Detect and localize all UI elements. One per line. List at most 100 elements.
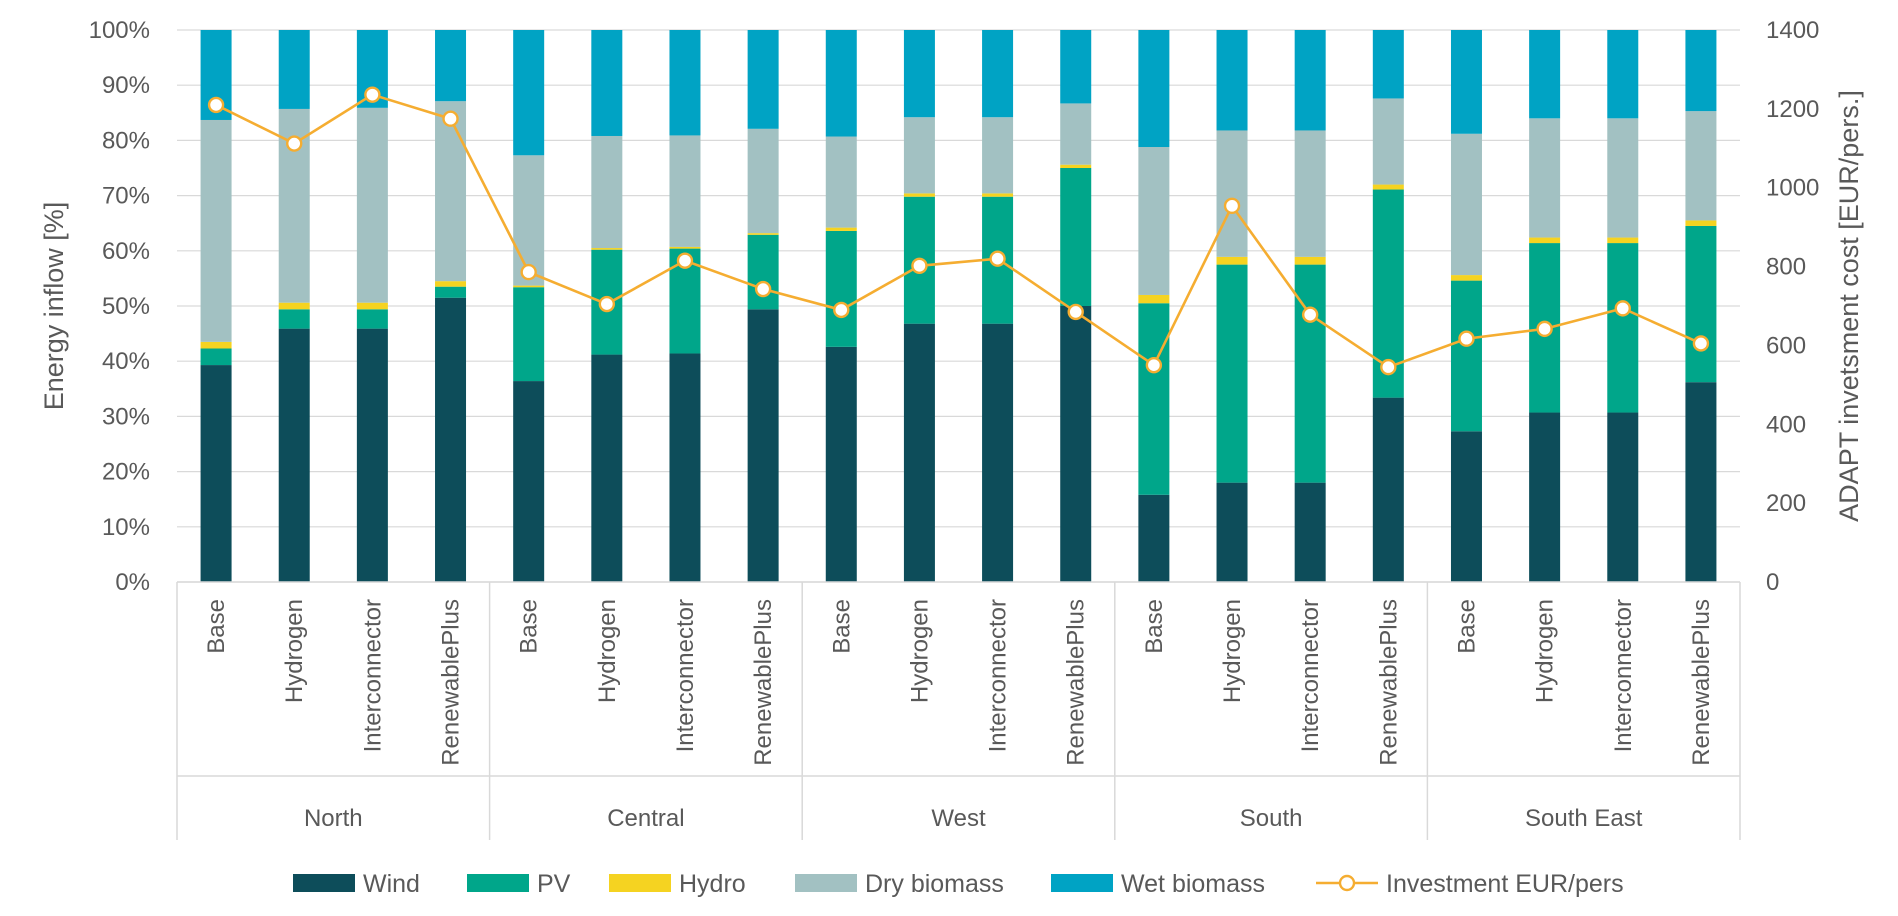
bar-segment-wind bbox=[1685, 382, 1717, 582]
x-tick-label: Hydrogen bbox=[1219, 599, 1246, 703]
y2-axis-title: ADAPT invetsment cost [EUR/pers.] bbox=[1834, 90, 1864, 522]
bar-segment-pv bbox=[1138, 303, 1170, 495]
y2-tick-label: 200 bbox=[1766, 490, 1806, 517]
bar-segment-wind bbox=[435, 297, 467, 582]
bar-segment-pv bbox=[513, 287, 545, 382]
bar-segment-wind bbox=[1138, 494, 1170, 582]
bar-segment-wind bbox=[1372, 397, 1404, 582]
x-tick-label: Base bbox=[516, 599, 543, 654]
legend-swatch-hydro bbox=[609, 874, 671, 892]
investment-point bbox=[442, 110, 459, 127]
y2-tick-label: 1200 bbox=[1766, 96, 1819, 123]
group-label: South bbox=[1240, 805, 1303, 832]
bar-segment-pv bbox=[747, 234, 779, 310]
x-tick-label: RenewablePlus bbox=[750, 599, 777, 766]
bar-segment-hydro bbox=[1529, 237, 1561, 244]
bar-segment-dry-biomass bbox=[825, 136, 857, 228]
bar-segment-wind bbox=[1450, 431, 1482, 582]
investment-point bbox=[1223, 197, 1241, 215]
y2-tick-label: 0 bbox=[1766, 569, 1779, 596]
bar-segment-pv bbox=[1450, 280, 1482, 432]
x-tick-label: Hydrogen bbox=[1532, 599, 1559, 703]
y2-tick-label: 1400 bbox=[1766, 17, 1819, 44]
bar-segment-dry-biomass bbox=[1685, 111, 1717, 221]
bar-segment-wet-biomass bbox=[513, 30, 545, 156]
legend-marker-investment bbox=[1338, 874, 1356, 892]
bar-segment-dry-biomass bbox=[1372, 98, 1404, 185]
y2-tick-label: 600 bbox=[1766, 332, 1806, 359]
bar-segment-wet-biomass bbox=[278, 30, 310, 109]
bar-segment-hydro bbox=[1060, 164, 1092, 168]
bar-segment-hydro bbox=[356, 302, 388, 310]
bar-segment-wind bbox=[1216, 482, 1248, 582]
x-tick-label: Base bbox=[1141, 599, 1168, 654]
bar-segment-dry-biomass bbox=[1138, 147, 1170, 295]
bar-segment-dry-biomass bbox=[1450, 133, 1482, 276]
bar-segment-dry-biomass bbox=[1294, 130, 1326, 257]
legend-swatch-wet-biomass bbox=[1051, 874, 1113, 892]
bar-segment-pv bbox=[435, 286, 467, 298]
bar-segment-wet-biomass bbox=[669, 30, 701, 136]
bar-segment-wet-biomass bbox=[591, 30, 623, 136]
bar-segment-wet-biomass bbox=[747, 30, 779, 129]
x-tick-label: Interconnector bbox=[1610, 599, 1637, 752]
bar-segment-wind bbox=[1529, 412, 1561, 582]
group-label: West bbox=[931, 805, 986, 832]
y-tick-label: 80% bbox=[102, 127, 150, 154]
bar-segment-wind bbox=[1060, 306, 1092, 582]
investment-point bbox=[676, 252, 694, 269]
bar-segment-wet-biomass bbox=[825, 30, 857, 137]
bar-segment-hydro bbox=[1450, 275, 1482, 281]
bar-segment-dry-biomass bbox=[356, 107, 388, 303]
x-tick-label: RenewablePlus bbox=[438, 599, 465, 766]
bar-segment-wet-biomass bbox=[1607, 30, 1639, 119]
bar-segment-hydro bbox=[1294, 256, 1326, 265]
investment-point bbox=[207, 96, 225, 114]
investment-point bbox=[1380, 358, 1397, 376]
investment-point bbox=[911, 257, 928, 274]
y-tick-label: 60% bbox=[102, 238, 150, 265]
y-tick-label: 10% bbox=[102, 514, 150, 541]
investment-point bbox=[364, 86, 381, 103]
investment-point bbox=[598, 295, 616, 313]
bar-segment-hydro bbox=[747, 233, 779, 235]
bar-segment-hydro bbox=[1607, 237, 1639, 244]
bar-segment-pv bbox=[1294, 264, 1326, 483]
bar-segment-pv bbox=[1685, 225, 1717, 383]
y-axis-title: Energy inflow [%] bbox=[39, 202, 69, 411]
x-tick-label: RenewablePlus bbox=[1375, 599, 1402, 766]
x-tick-label: Base bbox=[828, 599, 855, 654]
y-tick-label: 70% bbox=[102, 183, 150, 210]
bar-segment-wet-biomass bbox=[1450, 30, 1482, 134]
investment-point bbox=[1614, 300, 1631, 317]
bar-segment-pv bbox=[825, 230, 857, 347]
bar-segment-hydro bbox=[669, 246, 701, 249]
legend-label-hydro: Hydro bbox=[679, 870, 746, 898]
bar-segment-pv bbox=[278, 309, 310, 329]
bar-segment-hydro bbox=[982, 193, 1014, 197]
bar-segment-wet-biomass bbox=[1529, 30, 1561, 119]
x-tick-label: RenewablePlus bbox=[1063, 599, 1090, 766]
legend-swatch-wind bbox=[293, 874, 355, 892]
bar-segment-wet-biomass bbox=[903, 30, 935, 118]
bar-segment-wind bbox=[669, 353, 701, 582]
y-tick-label: 40% bbox=[102, 348, 150, 375]
bar-segment-dry-biomass bbox=[669, 135, 701, 247]
x-tick-label: Interconnector bbox=[672, 599, 699, 752]
bar-segment-wind bbox=[825, 346, 857, 582]
bar-segment-hydro bbox=[435, 281, 467, 287]
investment-point bbox=[1301, 306, 1319, 323]
x-tick-label: Base bbox=[203, 599, 230, 654]
bar-segment-wind bbox=[513, 381, 545, 582]
investment-point bbox=[989, 250, 1006, 267]
legend-label-wet-biomass: Wet biomass bbox=[1121, 870, 1265, 898]
x-tick-label: Base bbox=[1453, 599, 1480, 654]
bar-segment-pv bbox=[1216, 264, 1248, 483]
bar-segment-wet-biomass bbox=[1216, 30, 1248, 131]
bar-segment-pv bbox=[1607, 243, 1639, 413]
legend-swatch-dry-biomass bbox=[795, 874, 857, 892]
y-tick-label: 30% bbox=[102, 403, 150, 430]
bar-segment-dry-biomass bbox=[200, 119, 232, 342]
